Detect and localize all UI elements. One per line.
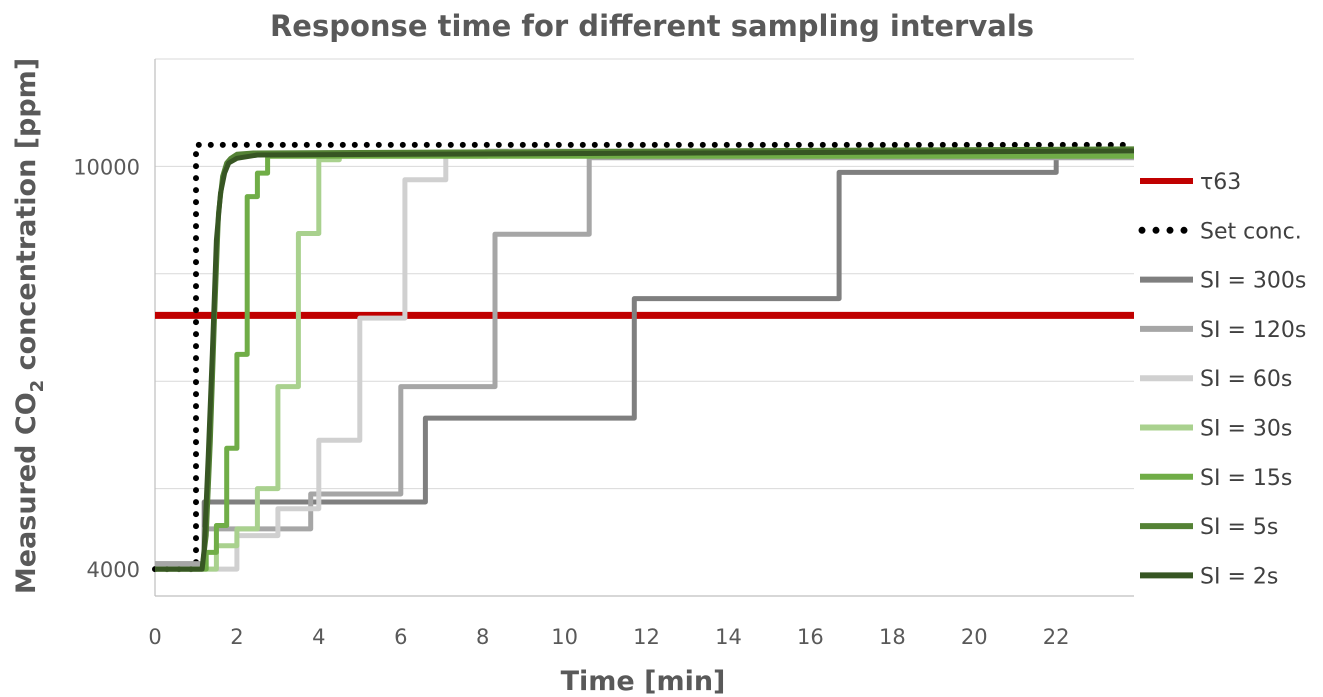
y-axis-title-subscript: 2 — [27, 380, 48, 393]
legend-item-si-60s: SI = 60s — [1140, 367, 1292, 392]
plot-axes — [154, 59, 1134, 597]
x-tick-label: 22 — [1043, 625, 1070, 649]
x-tick-label: 16 — [797, 625, 824, 649]
legend-item-si-2s: SI = 2s — [1140, 564, 1278, 589]
plot-series — [152, 141, 1137, 573]
legend-item-si-30s: SI = 30s — [1140, 417, 1292, 442]
legend-label: SI = 5s — [1200, 515, 1278, 540]
legend-item-si-15s: SI = 15s — [1140, 466, 1292, 491]
y-tick-label: 4000 — [87, 558, 140, 582]
legend-item-set-conc: Set conc. — [1138, 219, 1302, 244]
chart-title: Response time for different sampling int… — [270, 9, 1034, 43]
x-tick-label: 18 — [879, 625, 906, 649]
legend-label: SI = 60s — [1200, 367, 1292, 392]
legend-label: Set conc. — [1200, 219, 1302, 244]
x-tick-label: 12 — [633, 625, 660, 649]
legend-label: SI = 15s — [1200, 466, 1292, 491]
y-axis-title-part-1: Measured CO — [11, 392, 42, 594]
series-line-si-30s — [155, 151, 1134, 572]
y-tick-label: 10000 — [73, 155, 140, 179]
series-line-set-conc — [152, 141, 1137, 573]
x-tick-label: 2 — [230, 625, 243, 649]
y-axis-ticks: 4000 10000 — [73, 155, 140, 582]
series-line-si-300s — [155, 150, 1134, 567]
x-tick-label: 6 — [394, 625, 407, 649]
x-tick-label: 4 — [312, 625, 325, 649]
plot-gridlines — [155, 58, 1134, 490]
chart-legend: τ63 Set conc. SI = 300s SI = 120s SI = 60s SI… — [1138, 170, 1306, 589]
x-tick-label: 8 — [476, 625, 489, 649]
legend-label: SI = 30s — [1200, 417, 1292, 442]
series-line-si-5s — [155, 146, 1135, 572]
x-axis-ticks: 0 2 4 6 8 10 12 14 16 18 20 22 — [148, 625, 1069, 649]
legend-label: SI = 120s — [1200, 318, 1306, 343]
series-line-si-60s — [155, 148, 1134, 572]
y-axis-title-part-2: concentration [ppm] — [11, 58, 42, 380]
x-tick-label: 20 — [961, 625, 988, 649]
x-tick-label: 0 — [148, 625, 161, 649]
legend-label: τ63 — [1200, 170, 1241, 195]
y-axis-title: Measured CO2 concentration [ppm] — [11, 58, 48, 594]
x-tick-label: 10 — [551, 625, 578, 649]
legend-item-63: τ63 — [1140, 170, 1241, 195]
x-tick-label: 14 — [715, 625, 742, 649]
legend-item-si-5s: SI = 5s — [1140, 515, 1278, 540]
legend-item-si-120s: SI = 120s — [1140, 318, 1306, 343]
series-line-si-15s — [155, 153, 1134, 572]
legend-label: SI = 300s — [1200, 269, 1306, 294]
series-line-si-2s — [155, 148, 1135, 572]
legend-label: SI = 2s — [1200, 564, 1278, 589]
legend-item-si-300s: SI = 300s — [1140, 269, 1306, 294]
x-axis-title: Time [min] — [561, 666, 726, 697]
